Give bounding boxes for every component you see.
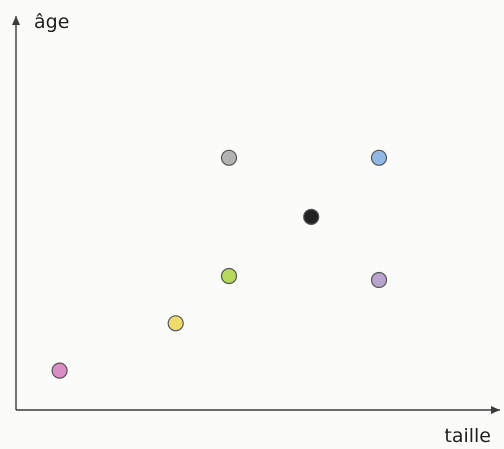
data-point-7	[370, 271, 388, 289]
data-point-1	[51, 362, 68, 379]
data-point-4	[220, 149, 238, 166]
data-point-3	[220, 267, 238, 285]
data-point-5	[303, 208, 320, 225]
data-point-6	[370, 149, 388, 166]
data-point-2	[167, 315, 184, 332]
x-axis-label: taille	[444, 425, 491, 447]
y-axis-label: âge	[34, 11, 69, 33]
data-points	[51, 149, 388, 379]
